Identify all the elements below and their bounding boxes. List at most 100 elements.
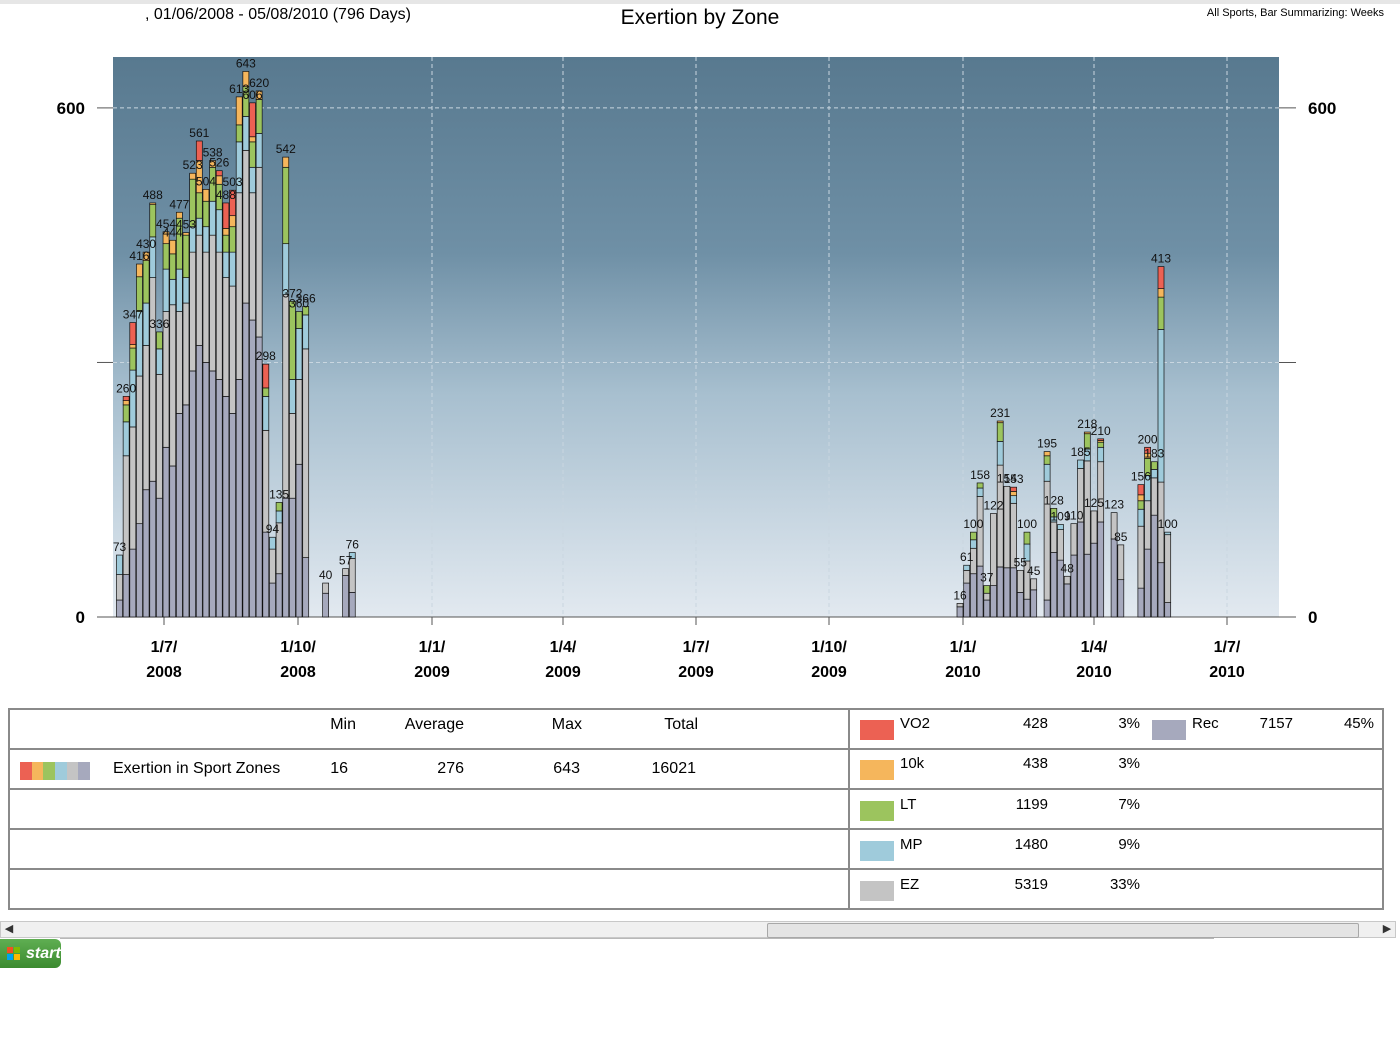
vo2-legend-name: VO2 [900,715,931,732]
bar-segment-rec [1144,548,1151,618]
bar-segment-ez [136,375,143,525]
max-header: Max [551,716,582,733]
bar-segment-10k [209,160,216,168]
bar-segment-lt [1150,461,1158,470]
10k-swatch [31,762,44,780]
bar-segment-ez [176,311,183,414]
bar-segment-mp [970,539,977,549]
bar-segment-lt [222,234,230,253]
bar-segment-ez [1144,500,1151,550]
bar-segment-rec [348,592,356,618]
bar-segment-lt [142,260,150,304]
bar-segment-rec [149,480,157,618]
bar-segment-mp [1010,495,1017,504]
scroll-thumb[interactable] [767,923,1359,938]
bar-segment-ez [195,234,203,346]
bar-segment-rec [1030,589,1038,618]
bar-total-label: 561 [189,126,209,140]
ez-legend-pct: 33% [1109,876,1140,893]
bar-total-label: 231 [990,406,1010,420]
bar-segment-10k [122,400,130,406]
bar-segment-rec [229,413,236,618]
mp-swatch [55,762,67,780]
x-tick-label-date: 1/4/ [1081,639,1108,656]
bar-segment-rec [1003,567,1011,618]
rec-legend-name: Rec [1192,715,1219,732]
scroll-left-icon[interactable]: ◀ [4,923,14,935]
bar-segment-vo2 [129,322,137,345]
bar-total-label: 488 [216,188,236,202]
x-tick-label-year: 2009 [414,664,450,681]
bar-segment-ez [1164,534,1172,603]
summary-table: Min Average Max Total Exertion in Sport … [8,708,1384,910]
bar-segment-lt [282,166,290,245]
bar-segment-lt [202,200,210,228]
10k-legend-swatch [860,760,894,780]
bar-segment-mp [1077,459,1084,469]
bar-segment-10k [189,172,196,180]
horizontal-scrollbar[interactable]: ◀ ▶ [0,921,1396,938]
bar-segment-ez [269,548,276,584]
x-tick-label-year: 2010 [1076,664,1112,681]
bar-segment-10k [215,175,223,185]
bar-segment-ez [1050,521,1058,553]
lt-legend-name: LT [900,796,917,813]
bar-segment-rec [282,497,290,618]
bar-segment-rec [289,497,296,618]
bar-segment-ez [189,251,196,372]
bar-segment-ez [1030,578,1038,591]
bar-total-label: 210 [1091,424,1111,438]
bar-segment-rec [970,573,977,618]
bar-segment-10k [222,228,230,236]
bar-segment-lt [1157,296,1165,330]
bar-total-label: 347 [123,308,143,322]
rec-swatch [78,762,91,780]
bar-segment-vo2 [1157,266,1165,289]
bar-segment-rec [1090,542,1098,618]
bar-segment-10k [169,239,177,255]
scroll-right-icon[interactable]: ▶ [1382,923,1392,935]
zone-color-strip [20,762,91,780]
bar-segment-ez [1003,485,1011,569]
bar-total-label: 538 [203,146,223,160]
min-header: Min [330,716,356,733]
bar-segment-ez [1090,510,1098,544]
start-button[interactable]: start [0,939,61,968]
10k-legend-name: 10k [900,755,925,772]
bar-total-label: 488 [143,188,163,202]
bar-segment-ez [169,304,177,467]
bar-segment-lt [1050,508,1058,518]
bar-segment-mp [202,226,210,253]
bar-segment-lt [289,301,296,380]
bar-segment-lt [970,531,977,541]
bar-segment-ez [1117,544,1125,581]
bar-segment-ez [1070,523,1078,556]
bar-segment-rec [136,523,143,618]
rec-legend-swatch [1152,720,1186,740]
bar-segment-lt [136,276,143,312]
window-top-edge [0,0,1400,4]
bar-segment-10k [129,344,137,349]
bar-segment-lt [169,253,177,280]
bar-segment-rec [996,566,1004,618]
bar-segment-rec [1097,521,1105,618]
bar-segment-rec [1083,553,1091,618]
bar-segment-mp [963,564,971,571]
bar-total-label: 125 [1084,496,1104,510]
lt-legend-pct: 7% [1118,796,1140,813]
bar-total-label: 260 [116,381,136,395]
bar-segment-ez [302,348,310,558]
mp-legend-name: MP [900,836,923,853]
bar-segment-vo2 [1137,484,1145,496]
bar-segment-lt [1043,455,1051,465]
bar-segment-ez [209,234,216,372]
bar-segment-rec [262,531,270,618]
bar-segment-10k [1010,491,1017,497]
bar-total-label: 477 [169,197,189,211]
bar-segment-10k [176,211,183,219]
x-tick-label-date: 1/1/ [419,639,446,656]
bar-segment-mp [249,166,256,194]
bar-total-label: 218 [1077,417,1097,431]
bar-segment-rec [1164,602,1172,618]
bar-segment-ez [1016,569,1024,593]
